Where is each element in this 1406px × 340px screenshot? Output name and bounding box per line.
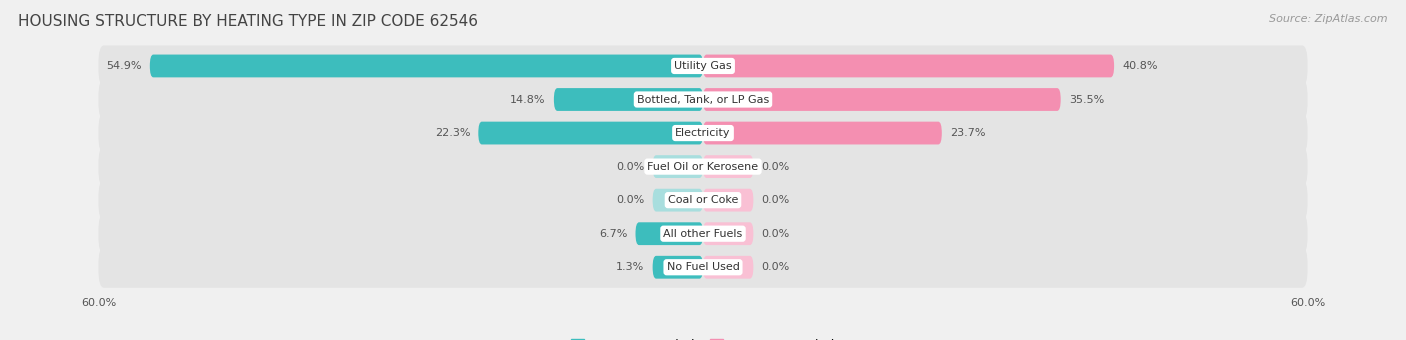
FancyBboxPatch shape <box>703 54 1114 78</box>
Text: 0.0%: 0.0% <box>616 162 644 172</box>
Text: 6.7%: 6.7% <box>599 229 627 239</box>
Legend: Owner-occupied, Renter-occupied: Owner-occupied, Renter-occupied <box>567 334 839 340</box>
Text: 0.0%: 0.0% <box>762 229 790 239</box>
Text: 14.8%: 14.8% <box>510 95 546 104</box>
FancyBboxPatch shape <box>652 189 703 211</box>
FancyBboxPatch shape <box>98 46 1308 86</box>
Text: Utility Gas: Utility Gas <box>675 61 731 71</box>
Text: Source: ZipAtlas.com: Source: ZipAtlas.com <box>1270 14 1388 23</box>
Text: All other Fuels: All other Fuels <box>664 229 742 239</box>
FancyBboxPatch shape <box>703 256 754 279</box>
FancyBboxPatch shape <box>636 222 703 245</box>
Text: 0.0%: 0.0% <box>762 195 790 205</box>
FancyBboxPatch shape <box>98 180 1308 221</box>
FancyBboxPatch shape <box>703 189 754 211</box>
Text: HOUSING STRUCTURE BY HEATING TYPE IN ZIP CODE 62546: HOUSING STRUCTURE BY HEATING TYPE IN ZIP… <box>18 14 478 29</box>
FancyBboxPatch shape <box>554 88 703 111</box>
Text: 35.5%: 35.5% <box>1069 95 1104 104</box>
FancyBboxPatch shape <box>98 247 1308 288</box>
FancyBboxPatch shape <box>98 79 1308 120</box>
Text: Coal or Coke: Coal or Coke <box>668 195 738 205</box>
Text: Fuel Oil or Kerosene: Fuel Oil or Kerosene <box>647 162 759 172</box>
FancyBboxPatch shape <box>703 122 942 144</box>
FancyBboxPatch shape <box>652 256 703 279</box>
Text: Bottled, Tank, or LP Gas: Bottled, Tank, or LP Gas <box>637 95 769 104</box>
FancyBboxPatch shape <box>652 155 703 178</box>
Text: 23.7%: 23.7% <box>950 128 986 138</box>
FancyBboxPatch shape <box>478 122 703 144</box>
Text: 0.0%: 0.0% <box>762 262 790 272</box>
Text: 54.9%: 54.9% <box>107 61 142 71</box>
Text: 0.0%: 0.0% <box>616 195 644 205</box>
Text: 1.3%: 1.3% <box>616 262 644 272</box>
Text: 40.8%: 40.8% <box>1122 61 1157 71</box>
FancyBboxPatch shape <box>150 54 703 78</box>
FancyBboxPatch shape <box>703 222 754 245</box>
Text: 22.3%: 22.3% <box>434 128 470 138</box>
Text: No Fuel Used: No Fuel Used <box>666 262 740 272</box>
Text: Electricity: Electricity <box>675 128 731 138</box>
Text: 0.0%: 0.0% <box>762 162 790 172</box>
FancyBboxPatch shape <box>703 88 1060 111</box>
FancyBboxPatch shape <box>98 213 1308 254</box>
FancyBboxPatch shape <box>98 113 1308 154</box>
FancyBboxPatch shape <box>98 146 1308 187</box>
FancyBboxPatch shape <box>703 155 754 178</box>
